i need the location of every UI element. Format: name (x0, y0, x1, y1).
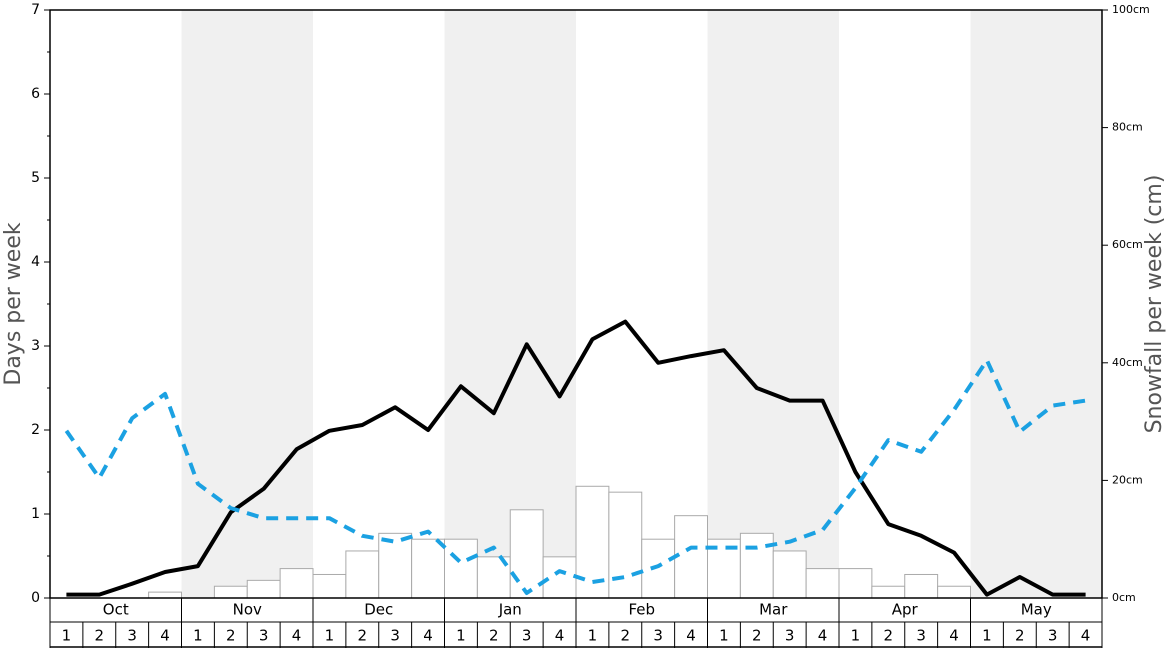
bar (444, 538, 478, 599)
month-band (707, 10, 839, 598)
week-label: 4 (818, 627, 828, 645)
month-label: Apr (892, 601, 919, 619)
week-label: 2 (95, 627, 105, 645)
week-label: 2 (752, 627, 762, 645)
bar (805, 568, 840, 599)
bar (411, 538, 445, 599)
y2-tick-label: 100cm (1112, 3, 1150, 16)
week-label: 3 (259, 627, 269, 645)
y2-tick-label: 20cm (1112, 473, 1143, 486)
line-series (64, 358, 1086, 595)
week-label: 4 (949, 627, 959, 645)
bar (509, 509, 544, 599)
bar (904, 573, 939, 599)
week-label: 4 (1081, 627, 1091, 645)
y2-tick-label: 0cm (1112, 591, 1136, 604)
y-tick-label: 2 (31, 422, 40, 438)
week-label: 4 (292, 627, 302, 645)
week-label: 4 (686, 627, 696, 645)
y-axis-label: Days per week (1, 222, 26, 385)
bar (608, 491, 643, 599)
month-label: Dec (364, 601, 393, 619)
y2-tick-label: 40cm (1112, 356, 1143, 369)
week-label: 2 (884, 627, 894, 645)
month-label: May (1021, 601, 1052, 619)
y-tick-label: 0 (31, 590, 40, 606)
bar (213, 585, 248, 599)
bar (148, 591, 182, 599)
month-band (970, 10, 1102, 598)
bar (542, 556, 577, 599)
y-tick-label: 7 (31, 2, 40, 18)
week-label: 3 (653, 627, 663, 645)
y2-tick-label: 60cm (1112, 238, 1143, 251)
week-label: 4 (555, 627, 565, 645)
week-label: 1 (588, 627, 598, 645)
week-label: 2 (489, 627, 499, 645)
bar (345, 550, 380, 599)
week-label: 4 (160, 627, 170, 645)
week-label: 2 (226, 627, 236, 645)
bar (739, 532, 774, 599)
bar (838, 568, 873, 599)
week-label: 1 (851, 627, 861, 645)
week-label: 1 (456, 627, 466, 645)
week-label: 2 (1015, 627, 1025, 645)
month-label: Feb (628, 601, 655, 619)
y-tick-label: 6 (31, 86, 40, 102)
week-label: 3 (1048, 627, 1058, 645)
week-label: 1 (325, 627, 335, 645)
week-label: 1 (193, 627, 203, 645)
month-label: Nov (233, 601, 262, 619)
week-label: 2 (358, 627, 368, 645)
y-tick-label: 1 (31, 506, 40, 522)
y2-axis-label: Snowfall per week (cm) (1142, 175, 1167, 434)
y-tick-label: 5 (31, 170, 40, 186)
week-label: 2 (621, 627, 631, 645)
week-label: 3 (390, 627, 400, 645)
y-tick-label: 4 (31, 254, 40, 270)
bar (641, 538, 676, 599)
month-band (181, 10, 313, 598)
bar (378, 532, 413, 599)
week-label: 3 (785, 627, 795, 645)
bar (246, 579, 281, 599)
y-tick-label: 3 (31, 338, 40, 354)
bar (772, 550, 807, 599)
month-label: Mar (759, 601, 788, 619)
bar (674, 515, 708, 599)
week-label: 3 (127, 627, 137, 645)
week-label: 1 (982, 627, 992, 645)
week-label: 3 (916, 627, 926, 645)
month-band (444, 10, 576, 598)
bar (279, 568, 314, 599)
bar (312, 573, 347, 599)
y2-tick-label: 80cm (1112, 121, 1143, 134)
week-label: 1 (719, 627, 729, 645)
bar (871, 585, 906, 599)
month-label: Jan (498, 601, 522, 619)
month-label: Oct (103, 601, 129, 619)
week-label: 1 (62, 627, 72, 645)
week-label: 3 (522, 627, 532, 645)
bar (937, 585, 971, 599)
week-label: 4 (423, 627, 433, 645)
